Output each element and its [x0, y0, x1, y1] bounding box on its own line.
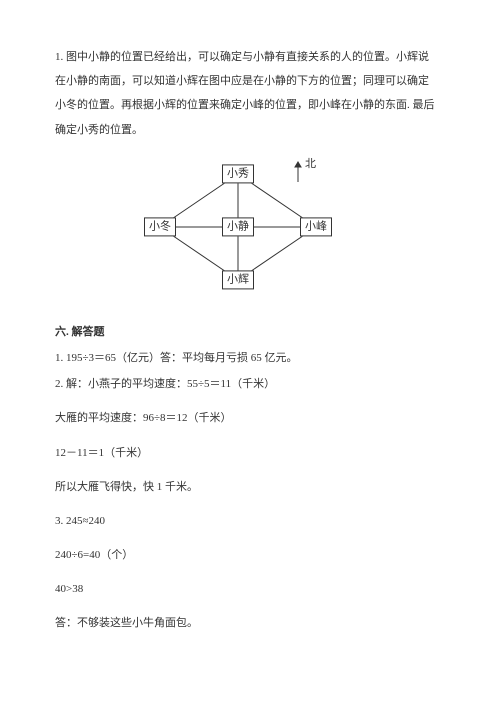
s6-l3: 大雁的平均速度：96÷8＝12（千米） [55, 406, 445, 430]
section-6-title: 六. 解答题 [55, 320, 445, 344]
p1-line2: 在小静的南面，可以知道小辉在图中应是在小静的下方的位置；同理可以确定 [55, 69, 445, 93]
diagram-wrap: 小秀 小冬 小静 小峰 小辉 北 [55, 152, 445, 302]
position-diagram: 小秀 小冬 小静 小峰 小辉 北 [130, 152, 370, 302]
p1-line1: 1. 图中小静的位置已经给出，可以确定与小静有直接关系的人的位置。小辉说 [55, 45, 445, 69]
s6-l6: 3. 245≈240 [55, 509, 445, 533]
node-feng: 小峰 [300, 217, 332, 236]
node-dong: 小冬 [144, 217, 176, 236]
s6-l2: 2. 解：小燕子的平均速度：55÷5＝11（千米） [55, 372, 445, 396]
s6-l9: 答：不够装这些小牛角面包。 [55, 611, 445, 635]
s6-l8: 40>38 [55, 577, 445, 601]
document-page: 1. 图中小静的位置已经给出，可以确定与小静有直接关系的人的位置。小辉说 在小静… [0, 0, 500, 707]
node-xiu: 小秀 [222, 164, 254, 183]
problem-1-text: 1. 图中小静的位置已经给出，可以确定与小静有直接关系的人的位置。小辉说 在小静… [55, 45, 445, 142]
p1-line3: 小冬的位置。再根据小辉的位置来确定小峰的位置，即小峰在小静的东面. 最后 [55, 93, 445, 117]
s6-l5: 所以大雁飞得快，快 1 千米。 [55, 475, 445, 499]
s6-l7: 240÷6=40（个） [55, 543, 445, 567]
north-label: 北 [305, 158, 316, 171]
node-hui: 小辉 [222, 270, 254, 289]
s6-l1: 1. 195÷3＝65（亿元）答：平均每月亏损 65 亿元。 [55, 346, 445, 370]
s6-l4: 12－11＝1（千米） [55, 441, 445, 465]
p1-line4: 确定小秀的位置。 [55, 118, 445, 142]
node-jing: 小静 [222, 217, 254, 236]
